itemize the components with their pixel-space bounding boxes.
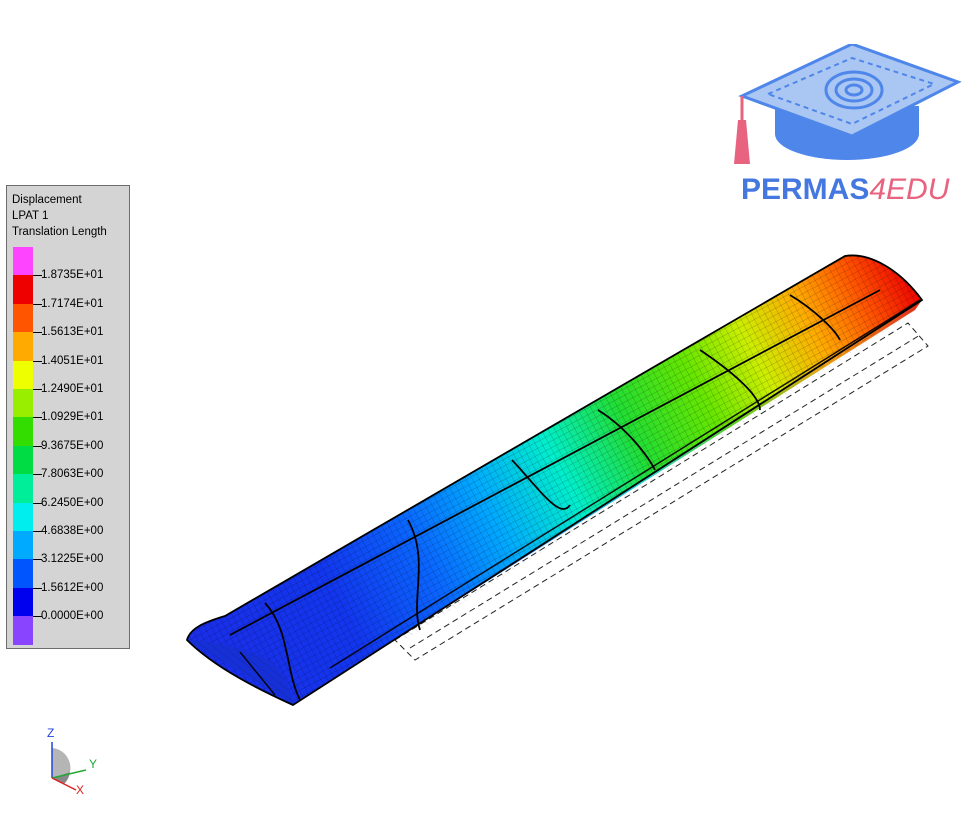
legend-quantity: Translation Length <box>12 226 107 238</box>
legend-tick <box>33 332 42 334</box>
legend-value: 4.6838E+00 <box>41 525 104 537</box>
legend-swatch <box>13 587 33 617</box>
legend-swatch <box>13 303 33 333</box>
legend-color-bar <box>13 247 42 645</box>
legend-swatch <box>13 332 33 361</box>
legend-result-type: Displacement <box>12 194 82 206</box>
legend-value: 1.0929E+01 <box>41 411 104 424</box>
legend-tick <box>33 275 42 277</box>
legend-swatch <box>13 360 33 389</box>
legend-tick <box>33 303 42 305</box>
spiral-emblem <box>824 70 884 110</box>
legend-value: 1.7174E+01 <box>41 297 104 310</box>
legend-value: 1.2490E+01 <box>41 383 104 395</box>
tassel-shape <box>734 120 750 164</box>
legend-swatch <box>13 445 33 475</box>
legend-swatch <box>13 474 33 503</box>
deformed-wing <box>186 254 924 707</box>
legend-value: 9.3675E+00 <box>41 439 104 452</box>
legend-tick <box>33 417 42 419</box>
legend-value: 1.5613E+01 <box>41 326 104 339</box>
legend-value: 3.1225E+00 <box>41 553 104 566</box>
z-axis-label: Z <box>47 726 54 740</box>
legend-tick <box>33 587 42 589</box>
logo-word-accent: 4EDU <box>869 173 950 206</box>
legend-value: 7.8063E+00 <box>41 468 104 481</box>
legend-value: 1.5612E+00 <box>41 581 104 594</box>
logo-word-main: PERMAS <box>741 173 870 206</box>
y-axis-arrow <box>51 769 87 779</box>
legend-swatch <box>13 247 33 276</box>
legend-value: 1.4051E+01 <box>41 354 104 367</box>
legend-tick <box>33 616 42 618</box>
legend-swatch <box>13 616 33 645</box>
legend-tick <box>33 360 42 362</box>
legend-swatch <box>13 559 33 588</box>
legend-swatch <box>13 275 33 304</box>
legend-tick <box>33 389 42 390</box>
mortarboard-shape <box>738 44 962 138</box>
x-axis-arrow <box>51 777 77 791</box>
legend-tick <box>33 445 42 447</box>
permas4edu-logo <box>734 44 962 164</box>
logo-wordmark: PERMAS4EDU <box>741 173 949 207</box>
legend-swatch <box>13 417 33 446</box>
legend-swatch <box>13 531 33 560</box>
color-legend: Displacement LPAT 1 Translation Length 1… <box>6 185 130 649</box>
legend-swatch <box>13 502 33 531</box>
x-axis-label: X <box>76 783 84 797</box>
legend-tick <box>33 502 42 504</box>
legend-tick <box>33 531 42 532</box>
legend-tick <box>33 474 42 476</box>
triad-sphere-shape <box>52 748 71 778</box>
legend-load-pattern: LPAT 1 <box>12 210 49 222</box>
legend-tick <box>33 559 42 561</box>
legend-value: 1.8735E+01 <box>41 269 104 282</box>
axis-triad: Z Y X <box>47 726 97 797</box>
legend-value: 0.0000E+00 <box>41 610 104 623</box>
legend-value: 6.2450E+00 <box>41 496 104 509</box>
legend-swatch <box>13 389 33 418</box>
y-axis-label: Y <box>89 757 97 771</box>
